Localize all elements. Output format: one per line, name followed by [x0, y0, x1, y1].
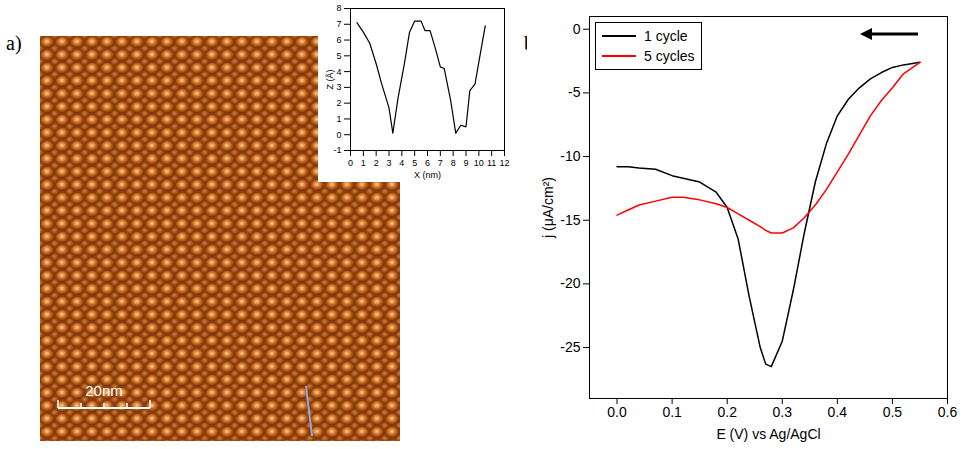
svg-text:0.6: 0.6: [938, 404, 958, 420]
svg-text:3: 3: [336, 82, 341, 92]
svg-text:3: 3: [386, 158, 391, 168]
svg-text:E (V) vs Ag/AgCl: E (V) vs Ag/AgCl: [716, 426, 820, 442]
svg-text:7: 7: [438, 158, 443, 168]
svg-text:0.2: 0.2: [717, 404, 737, 420]
svg-text:0.3: 0.3: [773, 404, 793, 420]
svg-text:-25: -25: [560, 339, 580, 355]
svg-text:8: 8: [451, 158, 456, 168]
svg-text:0.1: 0.1: [662, 404, 682, 420]
svg-text:2: 2: [336, 98, 341, 108]
svg-text:20nm: 20nm: [85, 382, 123, 399]
svg-text:-15: -15: [560, 212, 580, 228]
svg-text:9: 9: [463, 158, 468, 168]
svg-text:0: 0: [573, 21, 581, 37]
svg-text:2: 2: [374, 158, 379, 168]
svg-text:-1: -1: [333, 145, 341, 155]
svg-text:5: 5: [412, 158, 417, 168]
svg-text:12: 12: [499, 158, 509, 168]
html-text:1 cycle: 1 cycle: [644, 28, 688, 44]
svg-text:1: 1: [361, 158, 366, 168]
svg-text:8: 8: [336, 3, 341, 13]
svg-text:4: 4: [399, 158, 404, 168]
svg-text:-10: -10: [560, 148, 580, 164]
svg-text:1: 1: [336, 114, 341, 124]
svg-text:7: 7: [336, 19, 341, 29]
svg-text:4: 4: [336, 66, 341, 76]
svg-text:11: 11: [487, 158, 496, 168]
svg-text:Z (Å): Z (Å): [325, 70, 335, 90]
svg-text:6: 6: [425, 158, 430, 168]
svg-text:-5: -5: [568, 84, 581, 100]
html-text:5 cycles: 5 cycles: [644, 48, 695, 64]
svg-text:0.0: 0.0: [607, 404, 627, 420]
svg-text:-20: -20: [560, 275, 580, 291]
svg-text:0: 0: [348, 158, 353, 168]
svg-text:0.4: 0.4: [828, 404, 848, 420]
svg-text:X (nm): X (nm): [414, 170, 441, 180]
svg-text:0.5: 0.5: [883, 404, 903, 420]
svg-text:0: 0: [336, 130, 341, 140]
svg-text:j (μA/cm²): j (μA/cm²): [540, 177, 556, 239]
svg-text:6: 6: [336, 35, 341, 45]
html-text:a): a): [6, 32, 22, 54]
svg-text:10: 10: [474, 158, 484, 168]
svg-text:5: 5: [336, 51, 341, 61]
html-text:b): b): [524, 32, 541, 54]
